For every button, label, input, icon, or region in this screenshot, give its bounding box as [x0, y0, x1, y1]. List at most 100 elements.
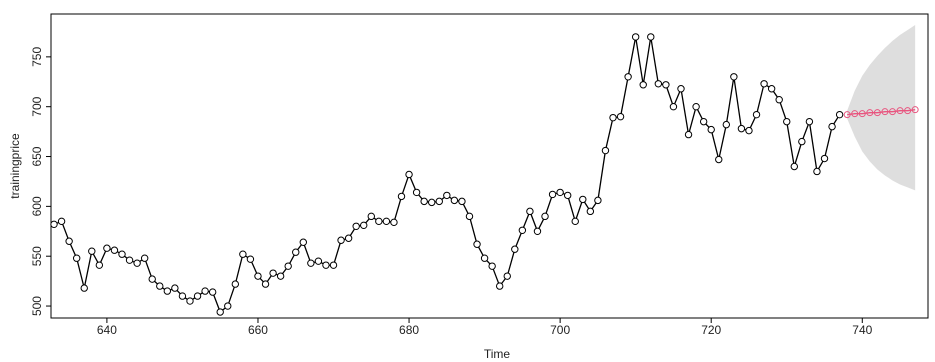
point [647, 33, 655, 41]
point [495, 282, 504, 290]
point [518, 226, 527, 234]
point [435, 197, 443, 206]
point [730, 73, 738, 81]
point [624, 73, 632, 81]
point [201, 287, 209, 295]
point [186, 297, 194, 305]
y-tick-label: 650 [30, 146, 44, 166]
y-tick-label: 600 [30, 196, 44, 216]
point [208, 288, 217, 296]
forecast-point [843, 111, 851, 119]
point [654, 80, 663, 88]
forecast-point [896, 107, 904, 115]
point [171, 284, 179, 292]
y-tick-label: 550 [30, 246, 44, 266]
point [254, 272, 262, 280]
point [405, 170, 413, 179]
point [382, 217, 391, 226]
point [412, 188, 421, 197]
point [231, 280, 240, 288]
point [216, 308, 224, 316]
y-tick-label: 500 [30, 296, 44, 316]
point [50, 220, 58, 229]
point [820, 154, 829, 163]
point [541, 212, 549, 221]
point [148, 275, 156, 283]
point [631, 33, 640, 41]
point [790, 162, 798, 171]
point [752, 110, 761, 119]
point [760, 80, 768, 88]
point [677, 85, 685, 93]
point [601, 146, 610, 155]
point [397, 192, 406, 201]
point [156, 282, 164, 290]
point [88, 247, 96, 255]
point [428, 198, 436, 207]
point [767, 85, 776, 93]
point [57, 217, 66, 226]
point [178, 292, 187, 300]
point [103, 244, 111, 252]
forecast-line [847, 109, 916, 116]
x-tick-label: 720 [701, 323, 721, 337]
point [284, 262, 292, 270]
point [692, 102, 700, 111]
forecast-point [888, 108, 896, 116]
y-tick-label: 700 [30, 96, 44, 116]
point [669, 102, 678, 111]
point [299, 238, 307, 246]
point [360, 221, 368, 230]
point [443, 191, 451, 200]
x-tick-label: 700 [550, 323, 570, 337]
point [526, 207, 534, 216]
point [307, 259, 315, 267]
point [133, 259, 141, 267]
point [458, 197, 466, 206]
point [450, 196, 459, 205]
point [246, 255, 255, 263]
y-axis-label: trainingprice [8, 133, 22, 199]
x-tick-label: 640 [97, 323, 117, 337]
point [745, 126, 753, 135]
point [662, 81, 670, 89]
point [163, 287, 172, 295]
x-tick-label: 680 [399, 323, 419, 337]
point [390, 218, 398, 227]
point [224, 302, 232, 310]
x-axis-label: Time [484, 347, 511, 361]
forecast-point [881, 108, 889, 116]
point [118, 250, 126, 258]
forecast-point [911, 106, 919, 114]
x-tick-label: 740 [852, 323, 872, 337]
forecast-point [851, 110, 859, 118]
point [367, 212, 375, 221]
point [511, 245, 519, 253]
point [737, 124, 746, 133]
point [239, 250, 247, 258]
series-line [53, 36, 841, 314]
point [344, 234, 353, 242]
point [95, 261, 104, 269]
point [707, 125, 715, 134]
point [609, 113, 617, 122]
point [337, 236, 345, 244]
point [329, 261, 338, 269]
point [684, 130, 693, 139]
point [571, 217, 579, 226]
point [722, 120, 731, 129]
point [503, 272, 511, 280]
point [488, 262, 496, 270]
point [548, 190, 557, 199]
plot-frame [50, 13, 929, 319]
point [125, 256, 134, 264]
forecast-point [858, 110, 866, 118]
y-tick-label: 750 [30, 47, 44, 67]
x-tick-label: 660 [248, 323, 268, 337]
point [261, 280, 270, 288]
point [420, 197, 428, 206]
point [269, 269, 277, 277]
point [775, 96, 783, 104]
point [798, 137, 806, 146]
